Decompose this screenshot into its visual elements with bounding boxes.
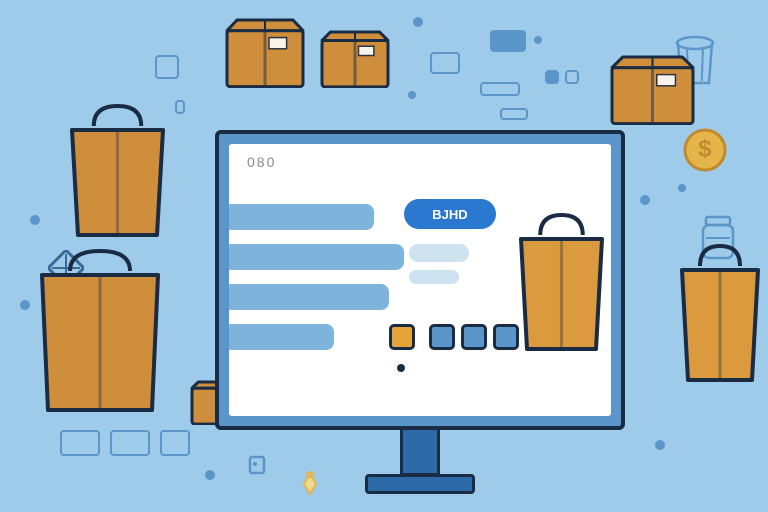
package-box-icon	[320, 30, 390, 93]
monitor-stand-base	[365, 474, 475, 494]
option-box	[429, 324, 455, 350]
progress-bar	[229, 244, 404, 270]
option-box	[493, 324, 519, 350]
primary-button[interactable]: BJHD	[404, 199, 496, 229]
decor-rect-icon	[565, 70, 579, 84]
decor-rect-icon	[175, 100, 185, 114]
progress-bar	[229, 324, 334, 350]
progress-bar	[229, 284, 389, 310]
package-box-icon	[610, 55, 695, 130]
titlebar-text: 080	[247, 154, 276, 170]
corner-dot	[397, 364, 405, 372]
shopping-bag-icon	[70, 104, 165, 244]
decor-dot	[640, 195, 650, 205]
monitor-screen: 080 BJHD	[229, 144, 611, 416]
decor-dot	[534, 36, 542, 44]
decor-dot	[655, 440, 665, 450]
decor-dot	[20, 300, 30, 310]
monitor-stand-neck	[400, 426, 440, 476]
svg-text:$: $	[698, 136, 712, 163]
decor-dot	[30, 215, 40, 225]
text-placeholder	[409, 244, 469, 262]
decor-dot	[408, 91, 416, 99]
decor-rect-icon	[545, 70, 559, 84]
illustration-canvas: $$ 080 BJHD	[0, 0, 768, 512]
decor-rect-icon	[490, 30, 526, 52]
monitor: 080 BJHD	[215, 130, 625, 430]
shopping-bag-icon	[680, 244, 760, 389]
decor-rect-icon	[155, 55, 179, 79]
decor-rect-icon	[160, 430, 190, 456]
decor-rect-icon	[430, 52, 460, 74]
decor-rect-icon	[500, 108, 528, 120]
progress-bar	[229, 204, 374, 230]
decor-dot	[413, 17, 423, 27]
decor-rect-icon	[110, 430, 150, 456]
pin-icon	[300, 470, 320, 501]
option-box	[461, 324, 487, 350]
note-icon	[248, 455, 266, 480]
decor-dot	[205, 470, 215, 480]
shopping-bag-icon	[519, 213, 604, 358]
coin-icon: $	[683, 128, 727, 172]
text-placeholder	[409, 270, 459, 284]
decor-rect-icon	[480, 82, 520, 96]
decor-rect-icon	[60, 430, 100, 456]
shopping-bag-icon	[40, 249, 160, 419]
decor-dot	[678, 184, 686, 192]
primary-button-label: BJHD	[432, 207, 467, 222]
highlight-box	[389, 324, 415, 350]
package-box-icon	[225, 18, 305, 93]
